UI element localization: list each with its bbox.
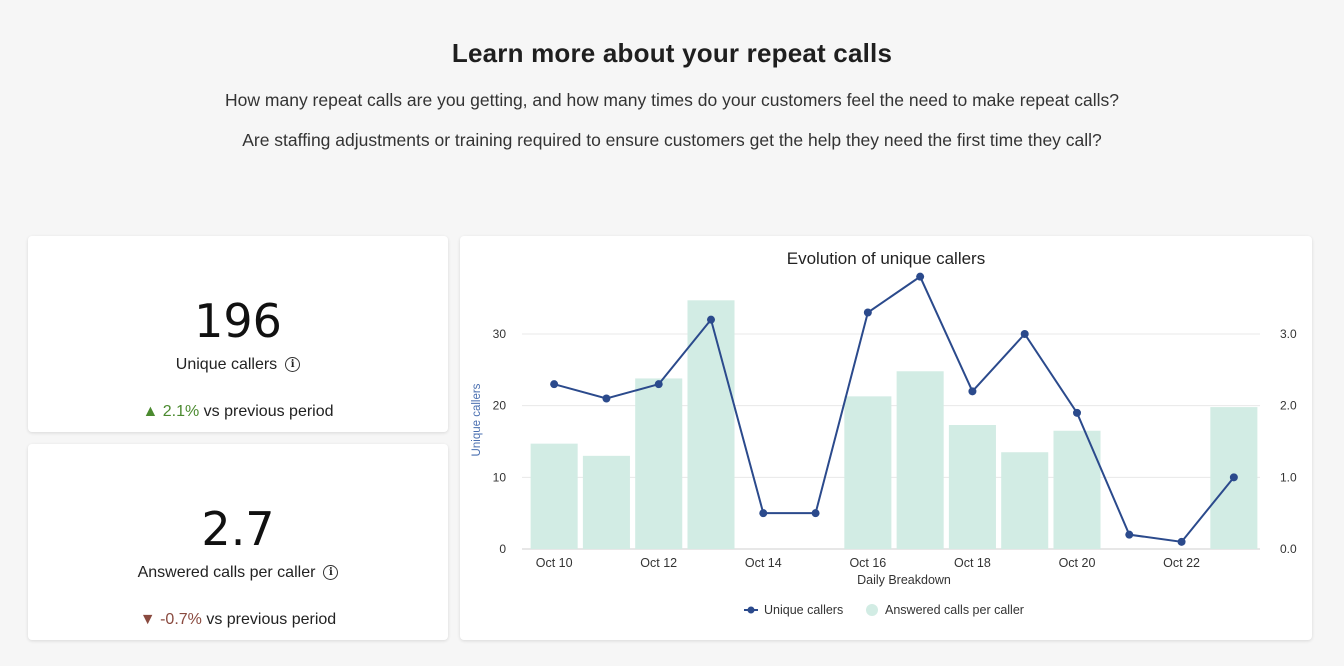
combo-chart: 0 10 20 30 0.0 1.0 2.0 3.0 Oct 10 Oct 12 Oct 14 Oct… — [471, 272, 1297, 617]
kpi-label-text: Unique callers — [175, 356, 278, 373]
y-left-tick-label: 10 — [493, 470, 507, 484]
y-left-tick-label: 20 — [493, 399, 507, 413]
kpi-card-unique-callers: 196 Unique callers i ▲ 2.1% vs previous p… — [28, 236, 448, 432]
x-tick-label: Oct 18 — [954, 556, 991, 570]
kpi-delta: ▲ 2.1% vs previous period — [28, 403, 448, 421]
line-point — [707, 315, 715, 324]
kpi-label-text: Answered calls per caller — [137, 564, 316, 581]
kpi-delta: ▼ -0.7% vs previous period — [28, 611, 448, 629]
delta-value: -0.7% — [160, 611, 202, 628]
kpi-card-answered-calls-per-caller: 2.7 Answered calls per caller i ▼ -0.7% v… — [28, 444, 448, 640]
y-left-tick-label: 0 — [499, 542, 506, 556]
bar — [896, 371, 944, 549]
line-point — [1020, 330, 1029, 338]
bar — [1001, 452, 1049, 549]
kpi-label: Unique callers i — [28, 356, 448, 374]
chart-title: Evolution of unique callers — [786, 249, 986, 268]
y-right-tick-label: 3.0 — [1280, 327, 1297, 341]
page-title: Learn more about your repeat calls — [451, 38, 893, 68]
line-point — [1229, 473, 1238, 482]
y-right-tick-label: 0.0 — [1280, 542, 1297, 556]
delta-suffix: vs previous period — [201, 611, 337, 628]
bar — [948, 425, 996, 549]
y-right-tick-label: 1.0 — [1280, 470, 1297, 484]
bar — [1053, 430, 1101, 549]
line-point — [811, 509, 820, 518]
delta-up-arrow-icon: ▲ — [142, 403, 159, 420]
bar — [844, 396, 892, 549]
line-point — [863, 308, 872, 317]
x-axis-label: Daily Breakdown — [857, 573, 951, 587]
x-tick-label: Oct 12 — [640, 556, 677, 570]
x-tick-label: Oct 22 — [1163, 556, 1200, 570]
delta-value: 2.1% — [162, 403, 200, 420]
y-axis-label: Unique callers — [471, 383, 483, 456]
page-subtitle-2: Are staffing adjustments or training req… — [242, 130, 1102, 150]
legend-line-marker — [747, 606, 755, 614]
page-subtitle-1: How many repeat calls are you getting, a… — [225, 90, 1119, 110]
line-point — [916, 272, 925, 281]
y-left-tick-label: 30 — [493, 327, 507, 341]
line-point — [1125, 530, 1134, 539]
line-series-unique-callers — [553, 275, 1235, 543]
x-tick-label: Oct 16 — [849, 556, 886, 570]
line-point — [550, 380, 559, 389]
delta-suffix: vs previous period — [199, 403, 334, 420]
bar — [582, 455, 630, 549]
line-point — [759, 509, 768, 518]
y-right-tick-label: 2.0 — [1280, 399, 1297, 413]
legend-bar-swatch — [866, 604, 878, 616]
kpi-label: Answered calls per caller i — [28, 564, 448, 582]
line-point — [602, 394, 611, 403]
x-tick-label: Oct 14 — [745, 556, 782, 570]
line-point — [1177, 537, 1186, 546]
legend-label: Answered calls per caller — [885, 603, 1024, 617]
line-point — [968, 387, 977, 396]
kpi-value: 196 — [194, 294, 282, 348]
delta-down-arrow-icon: ▼ — [139, 611, 156, 628]
bar — [530, 443, 578, 549]
kpi-value: 2.7 — [201, 502, 275, 556]
x-tick-label: Oct 10 — [536, 556, 573, 570]
legend-label: Unique callers — [764, 603, 843, 617]
line-point — [1073, 408, 1081, 417]
bar — [635, 378, 683, 549]
bar — [687, 300, 735, 549]
x-tick-label: Oct 20 — [1059, 556, 1096, 570]
info-icon[interactable]: i — [285, 357, 301, 373]
info-icon[interactable]: i — [323, 565, 339, 581]
chart-card: Evolution of unique callers 0 10 20 30 0.0 1.… — [460, 236, 1312, 640]
line-point — [654, 380, 663, 389]
